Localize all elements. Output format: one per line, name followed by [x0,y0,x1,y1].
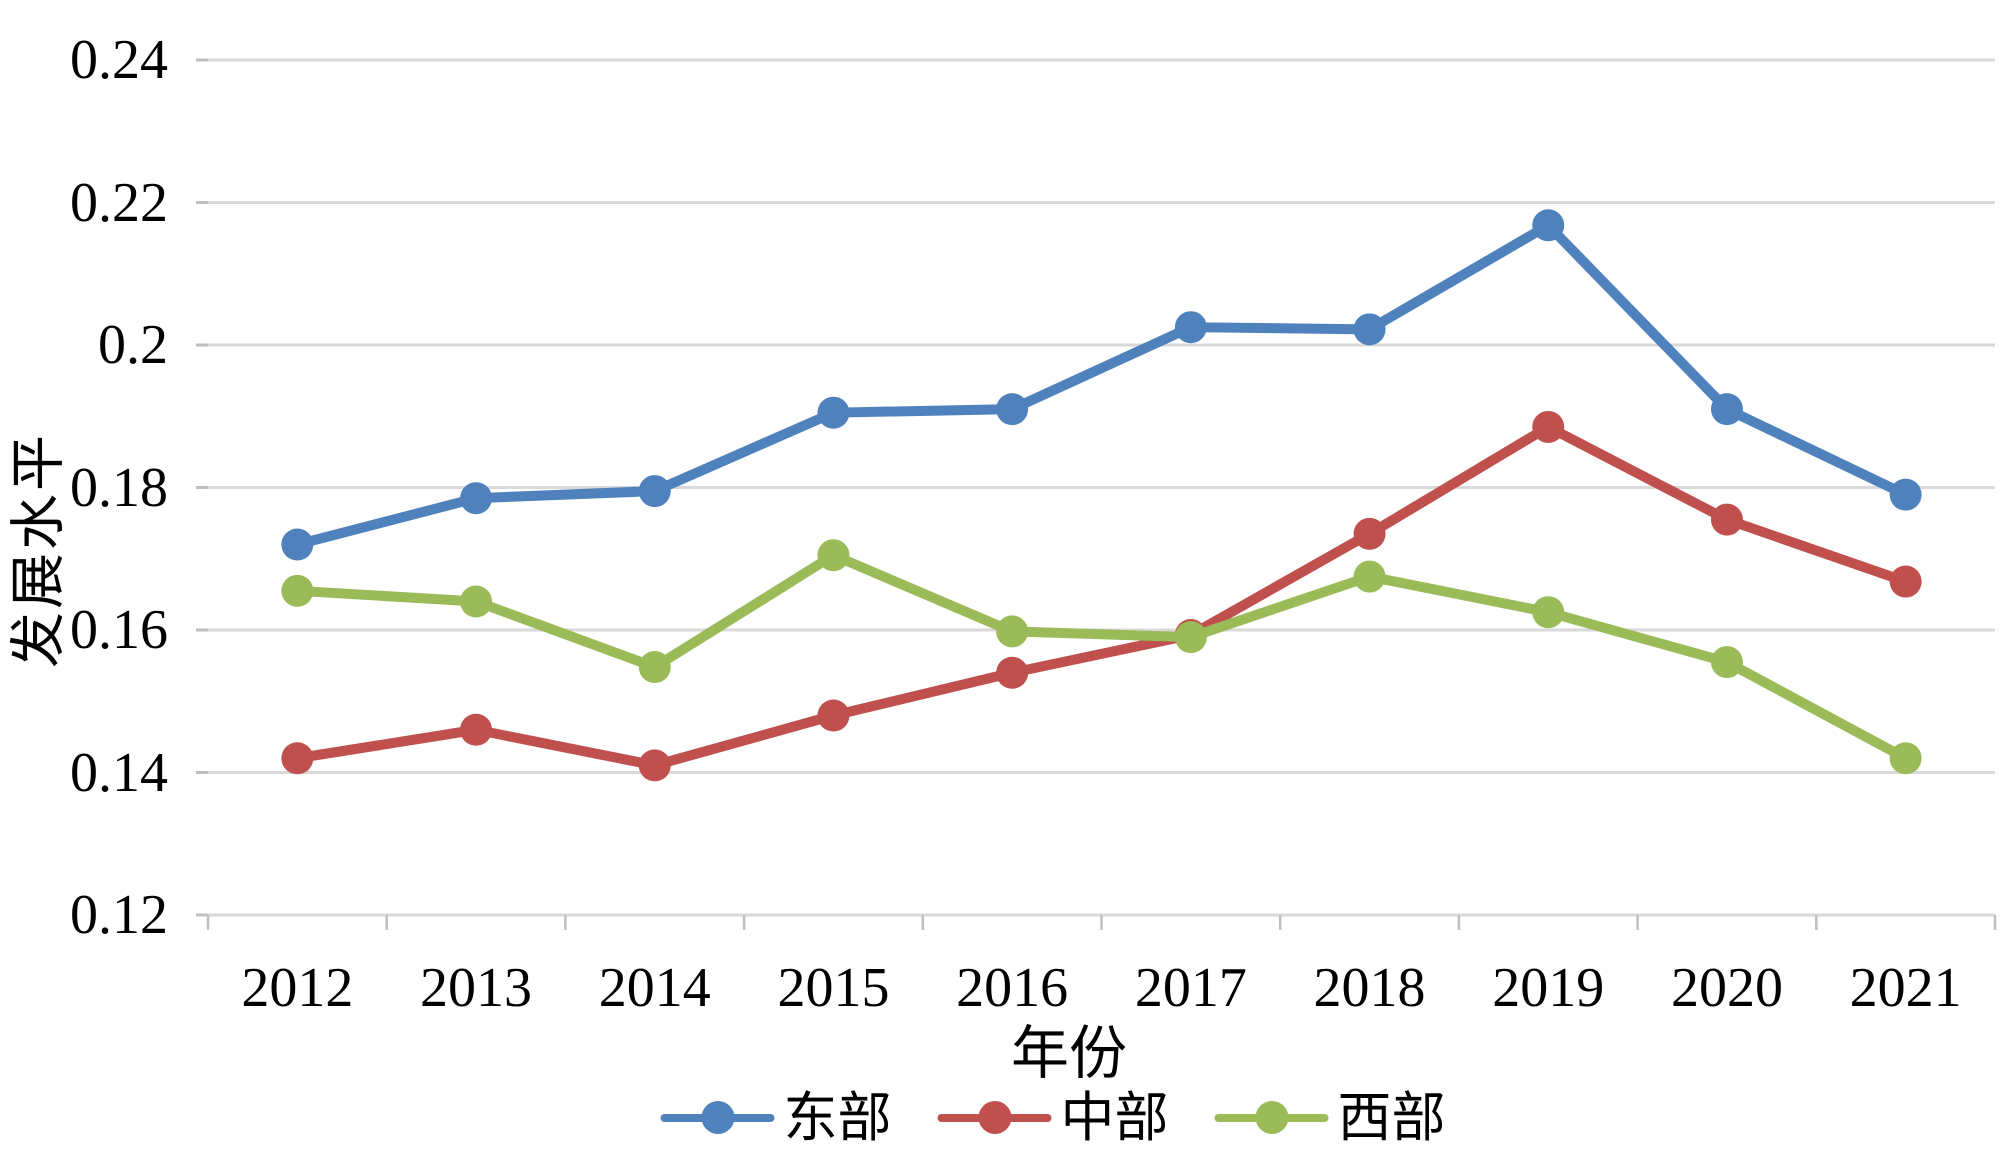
data-point-west-2019 [1532,596,1565,629]
data-point-east-2021 [1889,478,1922,511]
legend-label-east: 东部 [783,1088,892,1148]
west-line-marker-icon [1214,1101,1329,1135]
series-line-central [292,421,1911,771]
data-point-central-2015 [817,699,850,732]
series-line-east [292,220,1911,550]
legend: 东部 中部 西部 [660,1088,1446,1148]
data-point-central-2019 [1532,410,1565,443]
legend-item-central: 中部 [937,1088,1169,1148]
data-point-east-2016 [996,393,1029,426]
data-point-west-2020 [1710,646,1743,679]
data-point-west-2015 [817,539,850,572]
data-point-west-2018 [1353,560,1386,593]
legend-item-east: 东部 [660,1088,892,1148]
data-point-central-2021 [1889,565,1922,598]
data-point-west-2014 [638,651,671,684]
data-point-east-2017 [1174,311,1207,344]
series-line-west [292,550,1911,764]
data-point-central-2012 [281,742,314,775]
data-point-central-2020 [1710,503,1743,536]
legend-label-west: 西部 [1337,1088,1446,1148]
data-point-west-2016 [996,615,1029,648]
data-point-east-2012 [281,528,314,561]
data-point-east-2014 [638,475,671,508]
data-point-east-2020 [1710,393,1743,426]
data-point-east-2015 [817,396,850,429]
legend-label-central: 中部 [1060,1088,1169,1148]
data-point-central-2013 [460,713,493,746]
x-axis-title: 年份 [1010,1021,1128,1086]
data-point-central-2014 [638,749,671,782]
data-point-west-2013 [460,585,493,618]
data-point-west-2012 [281,574,314,607]
data-point-west-2017 [1174,621,1207,654]
data-point-east-2018 [1353,313,1386,346]
data-point-east-2019 [1532,209,1565,242]
data-point-central-2018 [1353,517,1386,550]
legend-item-west: 西部 [1214,1088,1446,1148]
data-point-east-2013 [460,482,493,515]
y-axis-title: 发展水平 [8,432,71,668]
data-point-central-2016 [996,656,1029,689]
central-line-marker-icon [937,1101,1052,1135]
data-point-west-2021 [1889,742,1922,775]
east-line-marker-icon [660,1101,775,1135]
